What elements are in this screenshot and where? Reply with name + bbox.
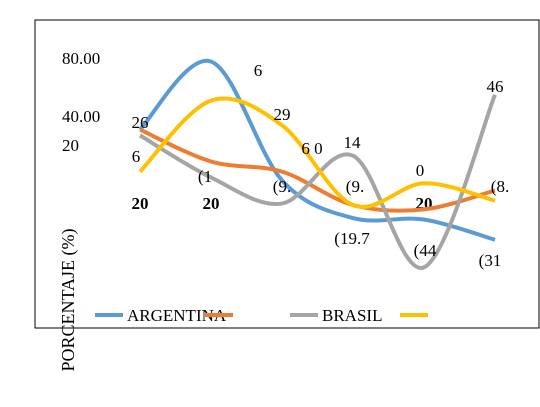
data-label: 6 [132,147,141,166]
legend-label: ARGENTINA [127,306,227,325]
series-line [138,94,497,270]
data-label: 0 [416,161,425,180]
x-tick-label: 20 [132,194,149,213]
data-label: 6 [254,61,263,80]
data-label: (8. [491,177,509,196]
data-label: (31 [479,251,502,270]
chart-frame [34,19,540,329]
data-label: 14 [344,133,362,152]
data-label: 29 [274,105,291,124]
y-tick-label: 20 [62,136,79,155]
data-label: (9. [346,177,364,196]
legend-label: BRASIL [322,306,382,325]
data-label: 46 [487,77,504,96]
y-axis-label: PORCENTAJE (%) [58,228,79,371]
y-tick-label: 80.00 [62,49,100,68]
data-label: (44 [414,241,437,260]
data-label: (1 [198,167,212,186]
series-line [138,96,496,209]
series-line [139,127,496,213]
data-label: 6 0 [301,139,322,158]
data-label: 26 [132,113,149,132]
y-tick-label: 40.00 [62,107,100,126]
x-tick-label: 20 [203,194,220,213]
data-label: (19.7 [334,229,370,248]
data-label: (9. [273,177,291,196]
